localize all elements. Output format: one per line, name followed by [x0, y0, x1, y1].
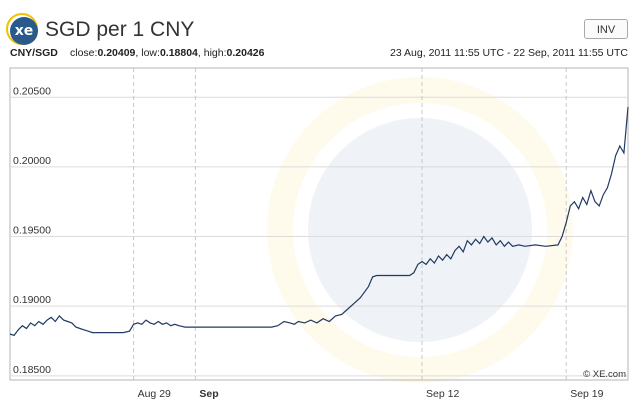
high-value: 0.20426	[226, 47, 265, 59]
x-tick-label: Sep 12	[426, 388, 459, 400]
x-tick-label: Sep	[199, 388, 218, 400]
date-range: 23 Aug, 2011 11:55 UTC - 22 Sep, 2011 11…	[390, 47, 628, 59]
low-value: 0.18804	[159, 47, 198, 59]
copyright: © XE.com	[583, 369, 626, 380]
xe-logo: xe	[10, 17, 38, 45]
y-tick-label: 0.19500	[13, 225, 51, 237]
grid	[10, 68, 628, 380]
y-tick-label: 0.20000	[13, 155, 51, 167]
plot-border	[9, 67, 629, 381]
x-tick-label: Aug 29	[138, 388, 171, 400]
rate-line	[9, 106, 629, 337]
close-label: close:	[70, 47, 98, 59]
stats-summary: close:0.20409, low:0.18804, high:0.20426	[70, 47, 265, 59]
y-tick-label: 0.20500	[13, 85, 51, 97]
high-label: high:	[203, 47, 227, 59]
y-tick-label: 0.19000	[13, 294, 51, 306]
watermark-logo	[267, 77, 573, 383]
low-label: low:	[141, 47, 160, 59]
close-value: 0.20409	[97, 47, 136, 59]
invert-button[interactable]: INV	[584, 19, 628, 39]
currency-pair: CNY/SGD	[10, 47, 58, 59]
y-tick-label: 0.18500	[13, 364, 51, 376]
x-axis: Aug 29 Sep Sep 12 Sep 19	[138, 388, 604, 400]
x-tick-label: Sep 19	[570, 388, 603, 400]
y-axis: 0.18500 0.19000 0.19500 0.20000 0.20500	[13, 85, 51, 376]
chart-title: SGD per 1 CNY	[45, 18, 195, 41]
chart-header: xe SGD per 1 CNY INV	[0, 0, 634, 45]
info-line: CNY/SGD close:0.20409, low:0.18804, high…	[10, 47, 628, 61]
